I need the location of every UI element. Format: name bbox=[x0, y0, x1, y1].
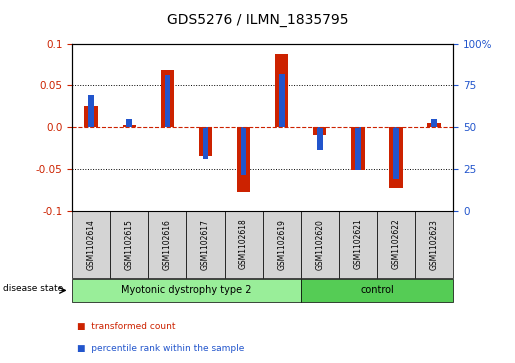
Text: GSM1102620: GSM1102620 bbox=[315, 219, 324, 270]
Bar bbox=[126, 119, 132, 127]
FancyBboxPatch shape bbox=[72, 279, 301, 302]
FancyBboxPatch shape bbox=[377, 211, 415, 278]
Text: GSM1102623: GSM1102623 bbox=[430, 219, 439, 270]
FancyBboxPatch shape bbox=[415, 211, 453, 278]
Bar bbox=[241, 127, 247, 175]
Bar bbox=[351, 127, 365, 171]
Text: GSM1102621: GSM1102621 bbox=[353, 219, 363, 269]
Text: ■  percentile rank within the sample: ■ percentile rank within the sample bbox=[77, 344, 245, 353]
Text: GSM1102617: GSM1102617 bbox=[201, 219, 210, 270]
Text: GSM1102614: GSM1102614 bbox=[87, 219, 96, 270]
Bar bbox=[427, 123, 441, 127]
Bar bbox=[431, 119, 437, 127]
FancyBboxPatch shape bbox=[72, 211, 110, 278]
Text: disease state: disease state bbox=[3, 284, 63, 293]
FancyBboxPatch shape bbox=[186, 211, 225, 278]
Bar bbox=[199, 127, 212, 156]
Text: ■  transformed count: ■ transformed count bbox=[77, 322, 176, 331]
Bar bbox=[84, 106, 98, 127]
Text: Myotonic dystrophy type 2: Myotonic dystrophy type 2 bbox=[121, 285, 252, 295]
FancyBboxPatch shape bbox=[225, 211, 263, 278]
Bar bbox=[279, 74, 285, 127]
Text: GSM1102622: GSM1102622 bbox=[391, 219, 401, 269]
FancyBboxPatch shape bbox=[263, 211, 301, 278]
Text: GSM1102615: GSM1102615 bbox=[125, 219, 134, 270]
FancyBboxPatch shape bbox=[110, 211, 148, 278]
FancyBboxPatch shape bbox=[148, 211, 186, 278]
FancyBboxPatch shape bbox=[301, 211, 339, 278]
Bar bbox=[123, 125, 136, 127]
Bar bbox=[275, 54, 288, 127]
FancyBboxPatch shape bbox=[301, 279, 453, 302]
Text: control: control bbox=[360, 285, 394, 295]
Text: GDS5276 / ILMN_1835795: GDS5276 / ILMN_1835795 bbox=[167, 13, 348, 27]
Text: GSM1102619: GSM1102619 bbox=[277, 219, 286, 270]
Bar bbox=[161, 70, 174, 127]
Bar bbox=[88, 95, 94, 127]
Bar bbox=[317, 127, 323, 150]
Bar bbox=[237, 127, 250, 192]
Bar bbox=[389, 127, 403, 188]
Text: GSM1102618: GSM1102618 bbox=[239, 219, 248, 269]
Bar bbox=[202, 127, 209, 159]
Text: GSM1102616: GSM1102616 bbox=[163, 219, 172, 270]
Bar bbox=[164, 75, 170, 127]
Bar bbox=[355, 127, 361, 171]
FancyBboxPatch shape bbox=[339, 211, 377, 278]
Bar bbox=[313, 127, 327, 135]
Bar bbox=[393, 127, 399, 179]
